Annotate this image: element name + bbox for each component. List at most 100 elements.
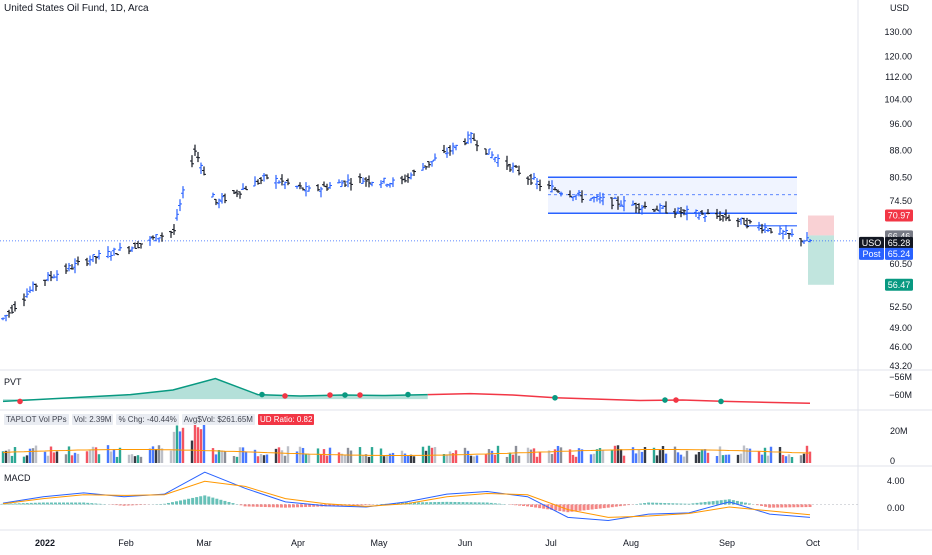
volume-bar <box>173 432 175 463</box>
volume-bar <box>152 446 154 463</box>
volume-bar <box>56 451 58 463</box>
volume-axis-label: 0 <box>890 456 895 466</box>
time-axis-label: 2022 <box>35 538 55 548</box>
macd-hist-bar <box>22 503 25 504</box>
macd-hist-bar <box>90 503 93 504</box>
volume-bar <box>32 448 34 463</box>
volume-bar <box>401 451 403 463</box>
volume-bar <box>551 454 553 463</box>
macd-hist-bar <box>300 504 303 507</box>
macd-hist-bar <box>175 501 178 504</box>
macd-hist-bar <box>784 504 787 507</box>
pvt-line-down <box>428 394 810 404</box>
volume-legend-avg: Avg$Vol: $261.65M <box>182 414 255 425</box>
volume-bar <box>791 457 793 463</box>
time-axis-label: Feb <box>118 538 134 548</box>
volume-bar <box>806 446 808 463</box>
macd-hist-bar <box>421 502 424 504</box>
price-tick-label: 52.50 <box>889 302 912 312</box>
time-axis-label: Apr <box>291 538 305 548</box>
volume-bar <box>23 457 25 463</box>
macd-hist-bar <box>38 503 41 505</box>
macd-hist-bar <box>696 503 699 505</box>
volume-bar <box>305 454 307 463</box>
volume-bar <box>785 456 787 463</box>
macd-axis-label: 0.00 <box>887 503 905 513</box>
macd-hist-bar <box>361 504 364 505</box>
volume-bar <box>476 455 478 463</box>
macd-hist-bar <box>264 504 267 507</box>
volume-bar <box>29 449 31 463</box>
volume-bar <box>782 455 784 463</box>
volume-bar <box>620 449 622 463</box>
macd-hist-bar <box>231 503 234 504</box>
volume-bar <box>767 456 769 463</box>
macd-hist-bar <box>615 504 618 506</box>
volume-bar <box>275 449 277 463</box>
macd-hist-bar <box>651 503 654 505</box>
time-axis-label: Aug <box>623 538 639 548</box>
macd-hist-bar <box>256 504 259 506</box>
volume-bar <box>110 451 112 463</box>
volume-bar <box>536 457 538 463</box>
macd-hist-bar <box>663 503 666 504</box>
macd-hist-bar <box>223 501 226 505</box>
macd-hist-bar <box>744 503 747 505</box>
macd-hist-bar <box>514 504 517 505</box>
volume-avg-line <box>3 450 810 456</box>
volume-bar <box>593 454 595 463</box>
macd-hist-bar <box>804 504 807 507</box>
volume-bar <box>473 456 475 463</box>
macd-hist-bar <box>687 504 690 505</box>
volume-bar <box>725 455 727 463</box>
macd-hist-bar <box>215 499 218 505</box>
macd-hist-bar <box>700 502 703 504</box>
macd-hist-bar <box>748 503 751 504</box>
macd-hist-bar <box>429 502 432 504</box>
pvt-signal-dot <box>662 397 668 403</box>
volume-bar <box>194 424 196 463</box>
volume-bar <box>467 451 469 463</box>
volume-bar <box>128 455 130 463</box>
volume-bar <box>317 448 319 463</box>
macd-hist-bar <box>183 500 186 505</box>
macd-hist-bar <box>74 503 77 505</box>
macd-hist-bar <box>716 501 719 505</box>
volume-bar <box>287 446 289 463</box>
macd-hist-bar <box>272 504 275 507</box>
volume-bar <box>176 425 178 463</box>
volume-bar <box>743 446 745 463</box>
volume-bar <box>278 447 280 463</box>
macd-hist-bar <box>417 502 420 504</box>
volume-bar <box>116 457 118 463</box>
volume-bar <box>92 447 94 463</box>
volume-bar <box>491 451 493 463</box>
macd-hist-bar <box>191 498 194 505</box>
volume-bar <box>26 455 28 463</box>
price-tick-label: 88.00 <box>889 145 912 155</box>
volume-bar <box>512 455 514 463</box>
macd-hist-bar <box>203 495 206 504</box>
volume-bar <box>698 452 700 463</box>
volume-bar <box>281 450 283 463</box>
macd-hist-bar <box>244 504 247 506</box>
macd-hist-bar <box>599 504 602 508</box>
volume-bar <box>98 454 100 463</box>
pvt-axis-label: −56M <box>889 372 912 382</box>
volume-legend-chg: % Chg: -40.44% <box>116 414 178 425</box>
macd-pane-label: MACD <box>4 473 31 483</box>
macd-hist-bar <box>308 504 311 506</box>
volume-bar <box>215 454 217 463</box>
macd-hist-bar <box>34 503 37 505</box>
volume-bar <box>728 455 730 463</box>
pvt-signal-dot <box>17 399 23 405</box>
macd-hist-bar <box>252 504 255 506</box>
price-tick-label: 80.50 <box>889 172 912 182</box>
volume-bar <box>635 453 637 463</box>
volume-bar <box>719 446 721 463</box>
symbol-title: United States Oil Fund, 1D, Arca <box>4 3 149 14</box>
pvt-signal-dot <box>342 392 348 398</box>
macd-hist-bar <box>659 503 662 505</box>
